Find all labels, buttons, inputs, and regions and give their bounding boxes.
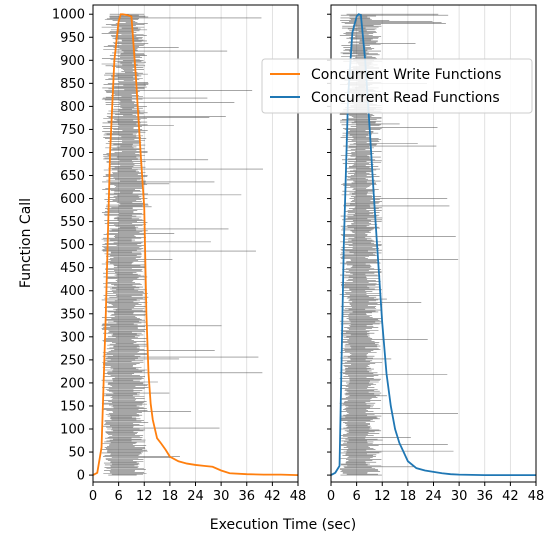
x-tick-label: 12 (374, 489, 391, 504)
y-tick-label: 350 (60, 307, 85, 322)
x-tick-label: 30 (213, 489, 230, 504)
y-tick-label: 250 (60, 353, 85, 368)
y-tick-label: 400 (60, 284, 85, 299)
y-tick-label: 800 (60, 100, 85, 115)
x-tick-label: 0 (89, 489, 97, 504)
series-layer (92, 13, 536, 476)
y-tick-label: 150 (60, 399, 85, 414)
x-tick-label: 12 (136, 489, 153, 504)
y-tick-label: 950 (60, 31, 85, 46)
legend-label-read: Concurrent Read Functions (311, 90, 500, 106)
x-axis-label: Execution Time (sec) (210, 517, 356, 533)
y-tick-label: 650 (60, 169, 85, 184)
series-line-write (92, 13, 299, 476)
y-axis-label: Function Call (18, 198, 34, 288)
axes-layer (89, 4, 537, 486)
y-tick-label: 200 (60, 376, 85, 391)
y-tick-label: 850 (60, 77, 85, 92)
x-tick-label: 36 (476, 489, 493, 504)
y-tick-label: 750 (60, 123, 85, 138)
y-tick-label: 550 (60, 215, 85, 230)
x-tick-label: 6 (114, 489, 122, 504)
series-line-read (330, 13, 536, 476)
x-tick-label: 48 (290, 489, 307, 504)
y-tick-label: 500 (60, 238, 85, 253)
x-tick-label: 42 (264, 489, 281, 504)
x-tick-label: 24 (187, 489, 204, 504)
y-tick-label: 700 (60, 146, 85, 161)
span-group (101, 13, 263, 476)
y-tick-label: 600 (60, 192, 85, 207)
y-tick-label: 1000 (52, 8, 85, 23)
x-tick-label: 18 (162, 489, 179, 504)
y-tick-label: 50 (68, 446, 85, 461)
y-tick-label: 450 (60, 261, 85, 276)
ticks-layer: 0 6 12 18 24 30 36 42 48050100150200250300350400… (52, 8, 544, 504)
legend-frame (261, 58, 533, 114)
x-tick-label: 36 (238, 489, 255, 504)
x-tick-label: 48 (528, 489, 545, 504)
x-tick-label: 0 (327, 489, 335, 504)
x-tick-label: 42 (502, 489, 519, 504)
x-tick-label: 30 (451, 489, 468, 504)
y-tick-label: 900 (60, 54, 85, 69)
x-tick-label: 6 (352, 489, 360, 504)
y-tick-label: 0 (77, 469, 85, 484)
y-tick-label: 100 (60, 423, 85, 438)
legend: Concurrent Write Functions Concurrent Re… (261, 58, 533, 114)
legend-label-write: Concurrent Write Functions (311, 67, 501, 83)
x-tick-label: 24 (425, 489, 442, 504)
y-tick-label: 300 (60, 330, 85, 345)
x-tick-label: 18 (400, 489, 417, 504)
